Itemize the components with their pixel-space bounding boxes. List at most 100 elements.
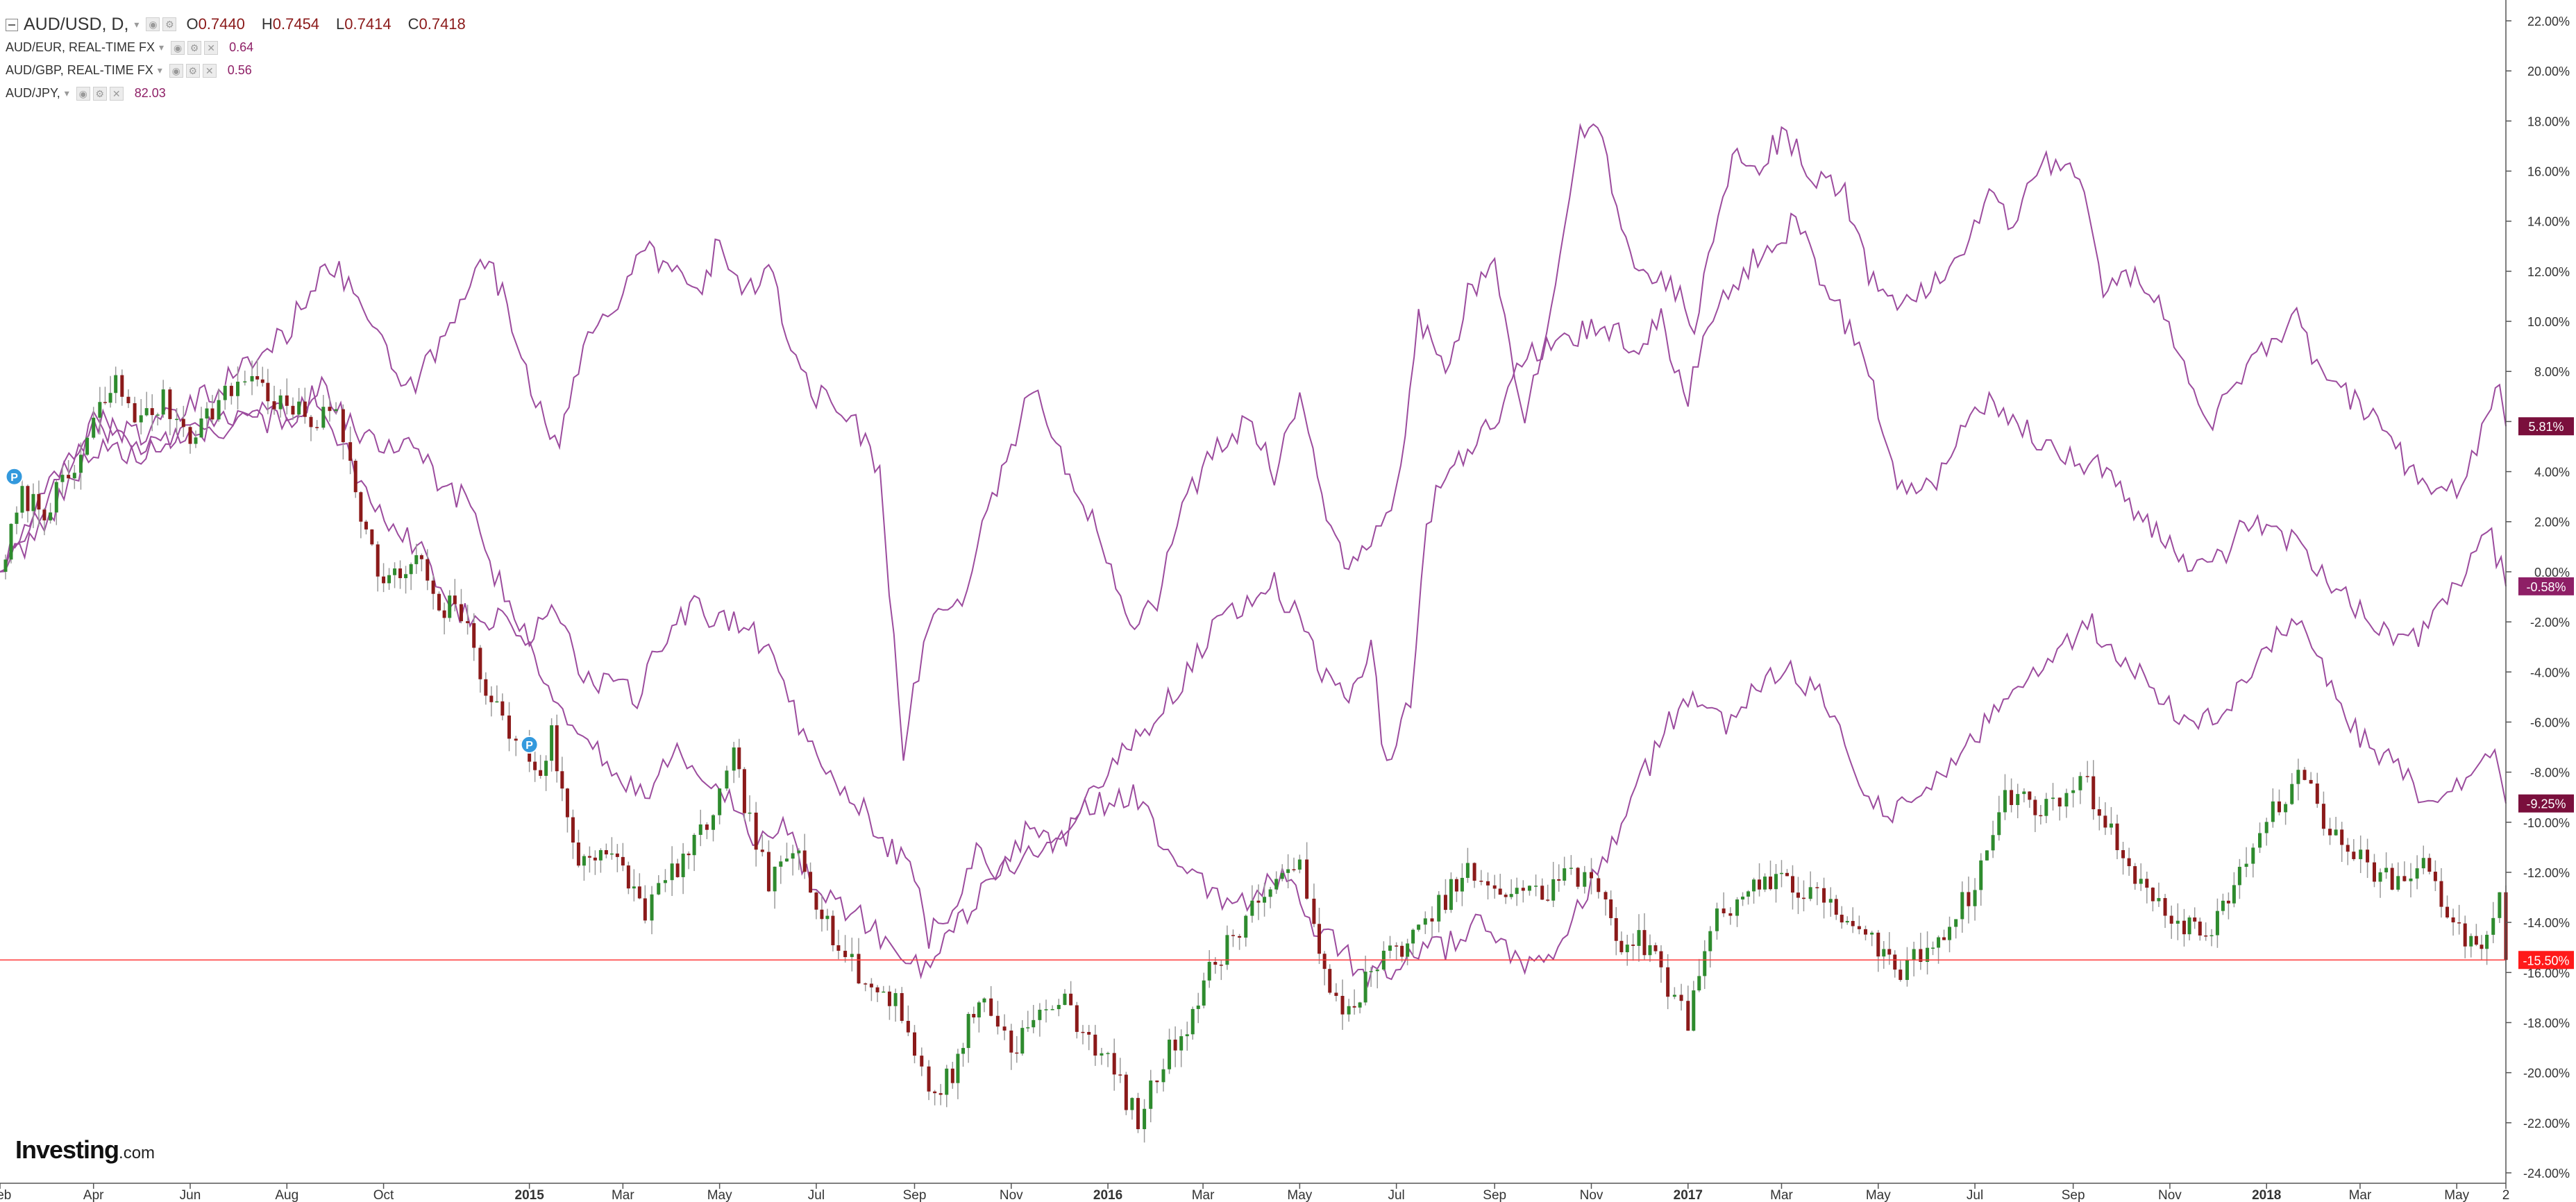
- candle-body[interactable]: [1919, 949, 1923, 962]
- candle-body[interactable]: [2187, 917, 2191, 935]
- candle-body[interactable]: [1540, 886, 1544, 900]
- candle-body[interactable]: [1297, 859, 1302, 870]
- candle-body[interactable]: [1876, 932, 1880, 957]
- candle-body[interactable]: [1967, 892, 1971, 906]
- candle-body[interactable]: [20, 486, 24, 513]
- candle-body[interactable]: [291, 405, 295, 415]
- candle-body[interactable]: [766, 852, 771, 892]
- candle-body[interactable]: [1960, 892, 1964, 920]
- candle-body[interactable]: [1672, 994, 1676, 997]
- candle-body[interactable]: [1219, 965, 1223, 966]
- candle-body[interactable]: [1057, 1005, 1061, 1010]
- candle-body[interactable]: [376, 544, 380, 577]
- candle-body[interactable]: [1721, 908, 1726, 913]
- candle-body[interactable]: [1942, 937, 1946, 940]
- candle-body[interactable]: [2474, 936, 2478, 945]
- chevron-down-icon[interactable]: ▾: [64, 87, 69, 99]
- candle-body[interactable]: [114, 375, 118, 393]
- candle-body[interactable]: [2182, 920, 2186, 935]
- candle-body[interactable]: [933, 1091, 937, 1094]
- candle-body[interactable]: [1347, 1006, 1351, 1015]
- candle-body[interactable]: [2277, 801, 2281, 813]
- event-marker[interactable]: P: [5, 467, 24, 486]
- chevron-down-icon[interactable]: ▾: [159, 42, 165, 53]
- candle-body[interactable]: [1597, 878, 1601, 892]
- candle-body[interactable]: [1931, 947, 1935, 949]
- candle-body[interactable]: [1486, 881, 1490, 886]
- candle-body[interactable]: [2315, 784, 2319, 804]
- chevron-down-icon[interactable]: ▾: [134, 18, 140, 30]
- candle-body[interactable]: [108, 393, 112, 403]
- candle-body[interactable]: [1268, 889, 1272, 897]
- candle-body[interactable]: [2028, 791, 2032, 800]
- candle-body[interactable]: [1796, 892, 1800, 898]
- candle-body[interactable]: [278, 395, 283, 409]
- candle-body[interactable]: [687, 854, 691, 856]
- candle-body[interactable]: [1173, 1040, 1177, 1051]
- candle-body[interactable]: [3, 559, 8, 572]
- candle-body[interactable]: [199, 418, 203, 438]
- candle-body[interactable]: [791, 853, 795, 859]
- candle-body[interactable]: [887, 991, 891, 1006]
- event-marker[interactable]: P: [520, 735, 539, 754]
- candle-body[interactable]: [1563, 868, 1567, 881]
- candle-body[interactable]: [615, 853, 619, 857]
- candle-body[interactable]: [1857, 926, 1861, 929]
- candle-body[interactable]: [223, 385, 227, 400]
- candle-body[interactable]: [1534, 886, 1538, 887]
- candle-body[interactable]: [1238, 936, 1242, 938]
- candle-body[interactable]: [593, 857, 597, 861]
- candle-body[interactable]: [2372, 862, 2376, 882]
- candle-body[interactable]: [1168, 1040, 1172, 1069]
- candle-body[interactable]: [1521, 888, 1525, 891]
- candle-body[interactable]: [2415, 868, 2419, 879]
- candle-body[interactable]: [982, 998, 986, 1003]
- candle-body[interactable]: [442, 610, 446, 618]
- candle-body[interactable]: [103, 402, 107, 403]
- candle-body[interactable]: [1851, 921, 1855, 926]
- candle-body[interactable]: [364, 521, 368, 530]
- candle-body[interactable]: [882, 991, 886, 993]
- candle-body[interactable]: [1044, 1009, 1048, 1010]
- candle-body[interactable]: [2044, 799, 2048, 816]
- candle-body[interactable]: [2439, 881, 2443, 907]
- candle-body[interactable]: [2427, 858, 2432, 872]
- candle-body[interactable]: [1589, 872, 1593, 879]
- compare-line[interactable]: [0, 212, 2507, 949]
- candle-body[interactable]: [737, 747, 741, 770]
- candle-body[interactable]: [533, 761, 537, 770]
- candle-body[interactable]: [1263, 897, 1267, 903]
- candle-body[interactable]: [466, 621, 470, 623]
- candle-body[interactable]: [1106, 1053, 1110, 1054]
- candle-body[interactable]: [1155, 1080, 1159, 1083]
- candle-body[interactable]: [72, 473, 76, 479]
- candle-body[interactable]: [1631, 945, 1635, 946]
- candle-body[interactable]: [393, 568, 397, 575]
- candle-body[interactable]: [1697, 976, 1701, 991]
- candle-body[interactable]: [1002, 1026, 1007, 1031]
- candle-body[interactable]: [2085, 776, 2089, 777]
- candle-body[interactable]: [1780, 872, 1784, 874]
- candle-body[interactable]: [2169, 915, 2173, 924]
- candle-body[interactable]: [1905, 960, 1909, 981]
- candle-body[interactable]: [2022, 791, 2026, 795]
- candle-body[interactable]: [398, 568, 403, 579]
- candle-body[interactable]: [1551, 879, 1556, 901]
- candle-body[interactable]: [92, 417, 96, 438]
- candle-body[interactable]: [2498, 892, 2502, 918]
- candle-body[interactable]: [560, 771, 564, 789]
- candle-body[interactable]: [2366, 849, 2370, 863]
- candle-body[interactable]: [1625, 945, 1629, 953]
- candle-body[interactable]: [760, 849, 764, 852]
- candle-body[interactable]: [194, 437, 198, 444]
- candle-body[interactable]: [945, 1068, 949, 1095]
- candle-body[interactable]: [303, 401, 307, 417]
- candle-body[interactable]: [1741, 896, 1745, 900]
- candle-body[interactable]: [2010, 790, 2014, 805]
- candle-body[interactable]: [2457, 922, 2461, 924]
- candle-body[interactable]: [1979, 860, 1983, 890]
- candle-body[interactable]: [1081, 1031, 1085, 1033]
- candle-body[interactable]: [2193, 917, 2197, 922]
- candle-body[interactable]: [1009, 1030, 1013, 1053]
- candle-body[interactable]: [2163, 898, 2167, 916]
